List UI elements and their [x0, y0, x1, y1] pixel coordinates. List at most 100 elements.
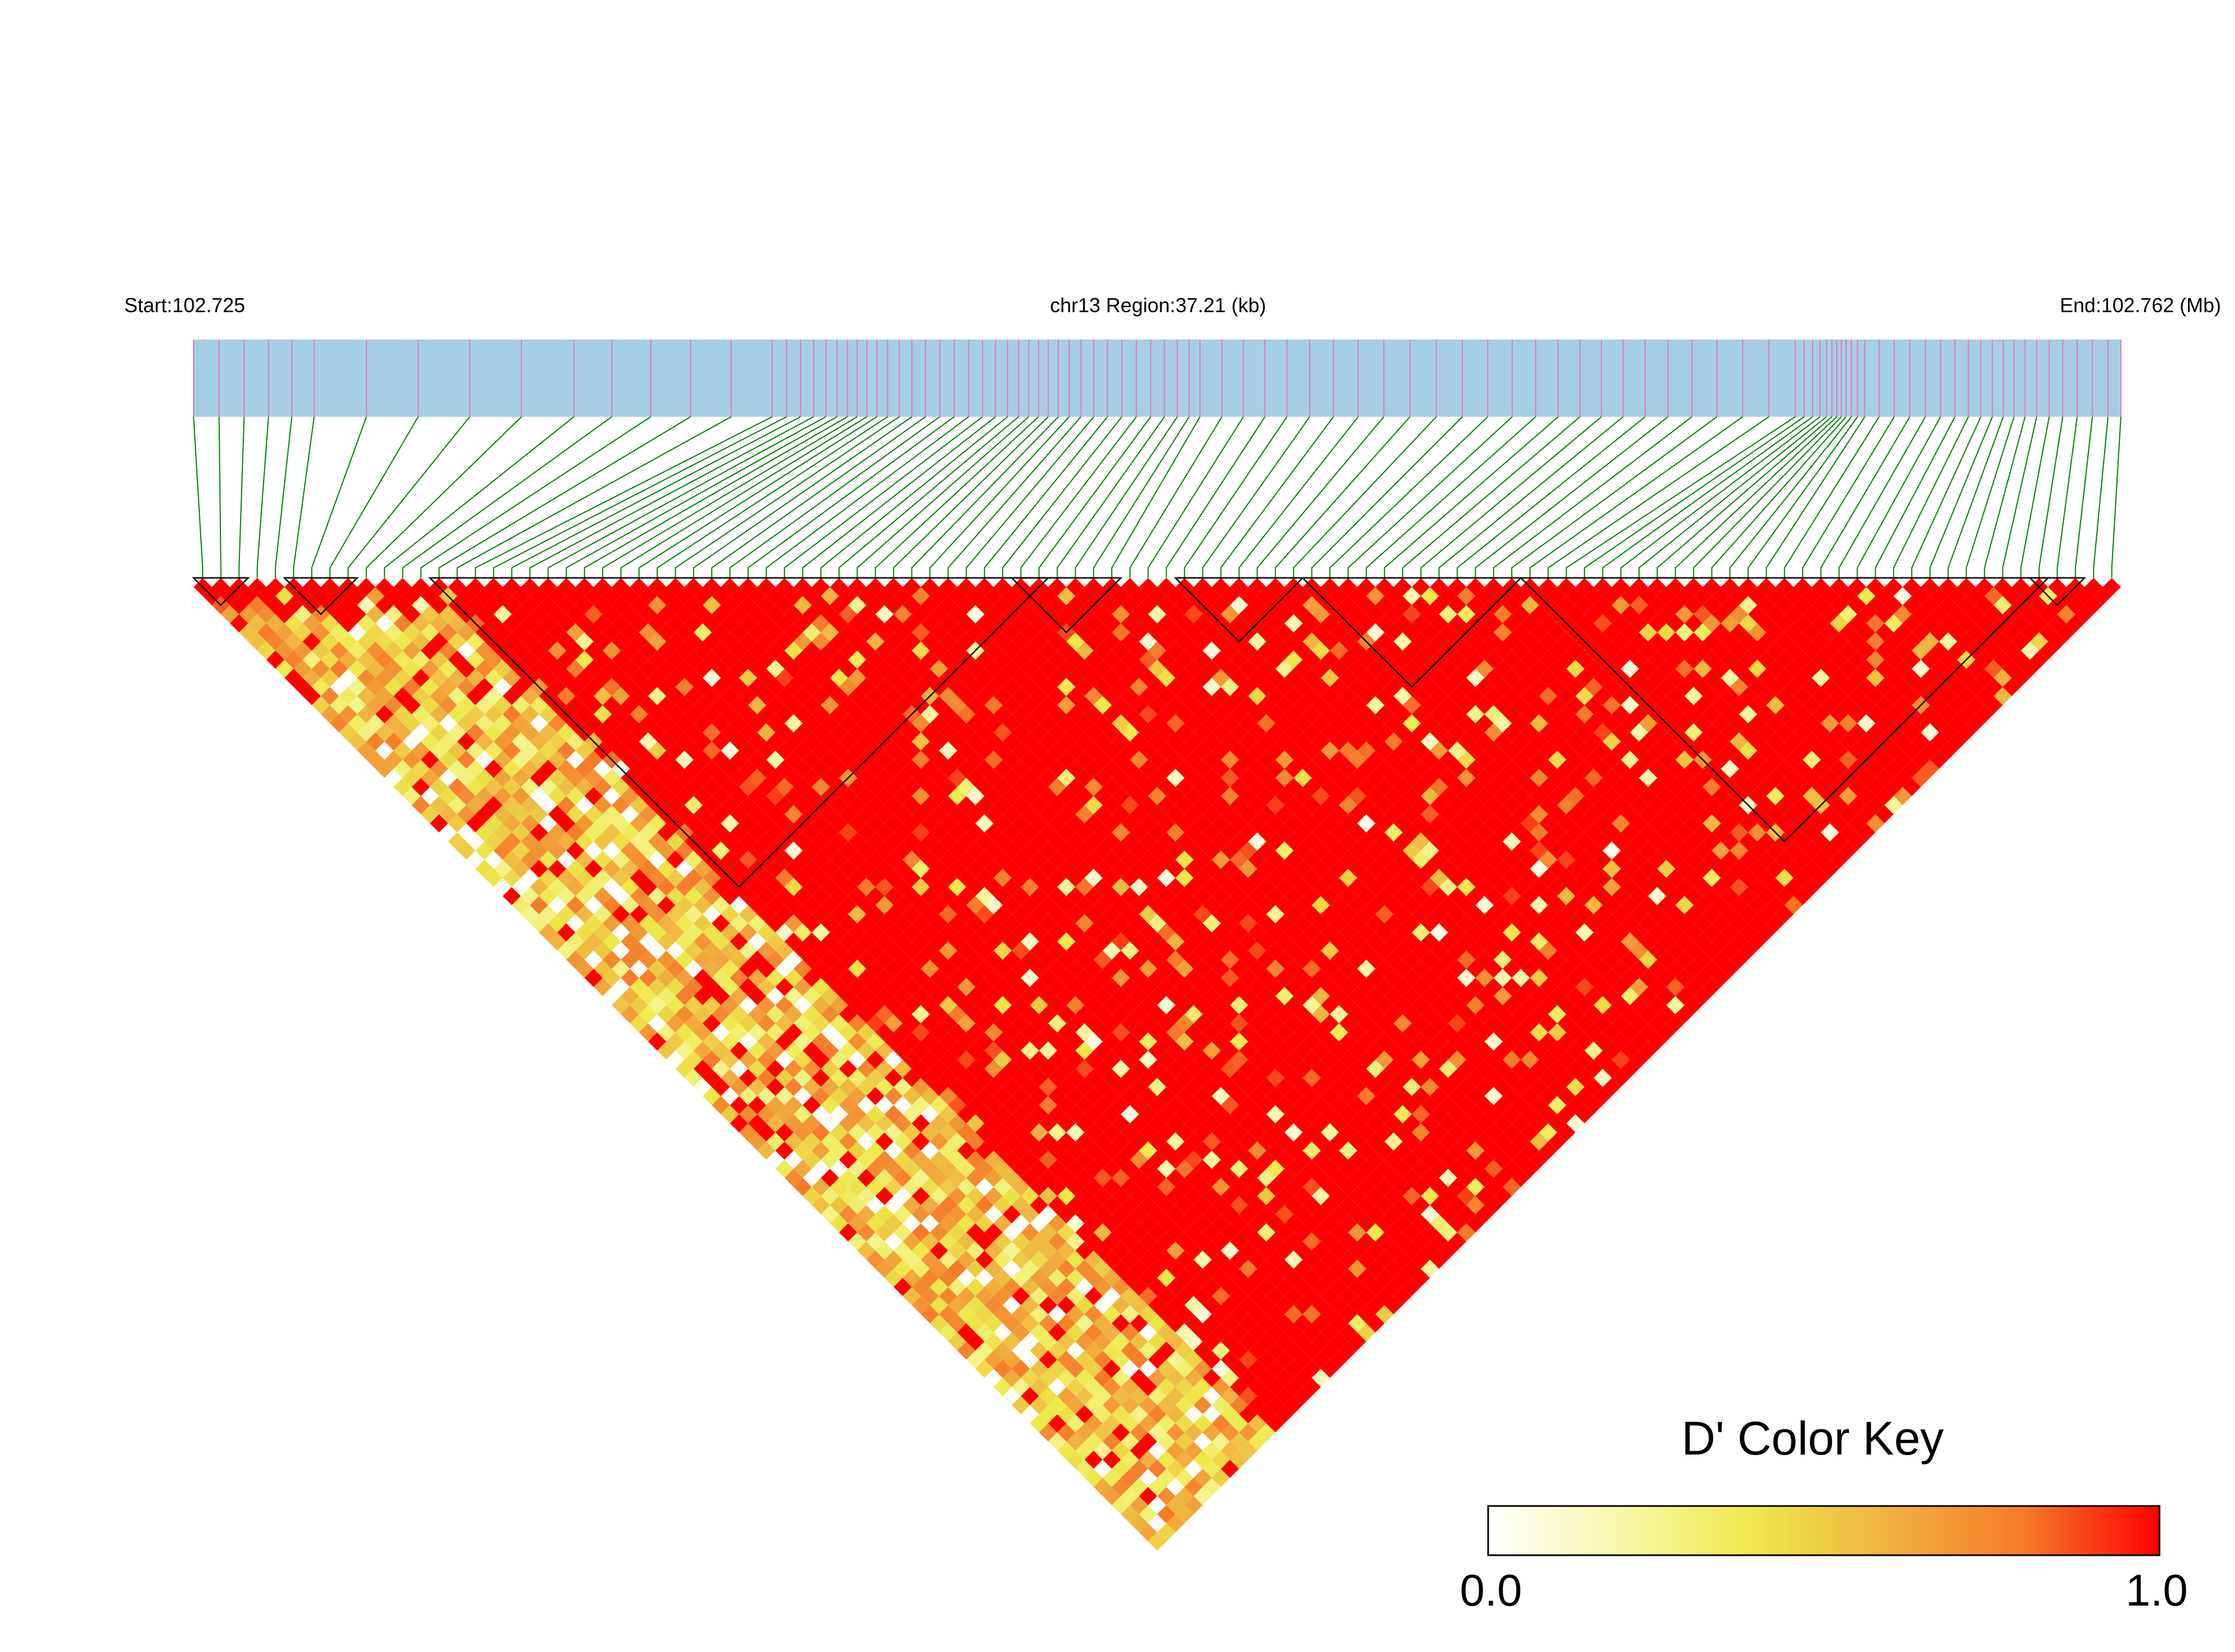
- snp-connector: [911, 416, 1059, 578]
- snp-connector: [1147, 416, 1244, 578]
- region-label: chr13 Region:37.21 (kb): [1050, 294, 1266, 317]
- snp-connector: [193, 416, 204, 578]
- snp-connector: [1511, 416, 1718, 578]
- snp-connector: [1402, 416, 1580, 578]
- snp-connector: [1347, 416, 1513, 578]
- snp-connector: [1238, 416, 1359, 578]
- snp-connector: [820, 416, 1008, 578]
- snp-connector: [1493, 416, 1692, 578]
- snp-connector: [711, 416, 926, 578]
- snp-connector: [1947, 416, 2004, 578]
- snp-connector: [1802, 416, 1895, 578]
- snp-connector: [420, 416, 651, 578]
- snp-connector: [729, 416, 940, 578]
- snp-connector: [474, 416, 773, 578]
- snp-connector: [1056, 416, 1165, 578]
- snp-connector: [1693, 416, 1842, 578]
- snp-connector: [256, 416, 269, 578]
- snp-connector: [511, 416, 801, 578]
- snp-connector: [1438, 416, 1624, 578]
- snp-connector: [275, 416, 293, 578]
- snp-connector: [1038, 416, 1151, 578]
- snp-connector: [1729, 416, 1852, 578]
- snp-connector: [1638, 416, 1827, 578]
- snp-connector: [784, 416, 983, 578]
- snp-connector: [1911, 416, 1982, 578]
- snp-connectors: [193, 416, 2121, 578]
- snp-connector: [1674, 416, 1837, 578]
- snp-connector: [1747, 416, 1858, 578]
- snp-connector: [1220, 416, 1334, 578]
- snp-connector: [1093, 416, 1190, 578]
- snp-connector: [802, 416, 996, 578]
- snp-connector: [1820, 416, 1911, 578]
- snp-connector: [493, 416, 787, 578]
- snp-connector: [947, 416, 1081, 578]
- snp-connector: [1075, 416, 1178, 578]
- snp-connector: [1456, 416, 1646, 578]
- snp-connector: [1420, 416, 1602, 578]
- snp-connector: [2093, 416, 2109, 578]
- snp-connector: [2002, 416, 2038, 578]
- snp-connector: [857, 416, 1029, 578]
- snp-connector: [457, 416, 732, 578]
- snp-connector: [566, 416, 837, 578]
- snp-connector: [1475, 416, 1669, 578]
- snp-connector: [1565, 416, 1796, 578]
- snp-connector: [656, 416, 888, 578]
- snp-connector: [2111, 416, 2121, 578]
- snp-connector: [2038, 416, 2064, 578]
- ld-cells: [194, 578, 2121, 1551]
- snp-connector: [1657, 416, 1833, 578]
- snp-connector: [1929, 416, 1993, 578]
- snp-connector: [747, 416, 955, 578]
- snp-connector: [293, 416, 315, 578]
- snp-connector: [1984, 416, 2026, 578]
- snp-connector: [584, 416, 848, 578]
- snp-connector: [620, 416, 868, 578]
- snp-ticks: [193, 340, 2121, 417]
- snp-connector: [693, 416, 912, 578]
- snp-connector: [1965, 416, 2015, 578]
- snp-connector: [438, 416, 691, 578]
- snp-connector: [1384, 416, 1559, 578]
- snp-connector: [1584, 416, 1805, 578]
- snp-connector: [838, 416, 1019, 578]
- snp-connector: [1311, 416, 1463, 578]
- gene-track: [194, 340, 2121, 417]
- snp-connector: [1184, 416, 1288, 578]
- snp-connector: [602, 416, 858, 578]
- snp-connector: [1875, 416, 1956, 578]
- snp-connector: [929, 416, 1070, 578]
- snp-connector: [1784, 416, 1880, 578]
- snp-connector: [1711, 416, 1847, 578]
- snp-connector: [966, 416, 1094, 578]
- snp-connector: [765, 416, 970, 578]
- snp-connector: [347, 416, 470, 578]
- snp-connector: [2057, 416, 2078, 578]
- snp-connector: [238, 416, 245, 578]
- snp-connector: [1366, 416, 1536, 578]
- snp-connector: [1111, 416, 1201, 578]
- snp-connector: [1129, 416, 1222, 578]
- snp-connector: [1257, 416, 1385, 578]
- snp-connector: [529, 416, 814, 578]
- snp-connector: [1893, 416, 1969, 578]
- snp-connector: [675, 416, 900, 578]
- snp-connector: [2020, 416, 2050, 578]
- snp-connector: [1620, 416, 1820, 578]
- end-label: End:102.762 (Mb): [2060, 294, 2221, 317]
- snp-connector: [1856, 416, 1941, 578]
- snp-connector: [218, 416, 222, 578]
- snp-connector: [547, 416, 826, 578]
- snp-connector: [1165, 416, 1265, 578]
- snp-connector: [1529, 416, 1743, 578]
- snp-connector: [638, 416, 877, 578]
- snp-connector: [384, 416, 575, 578]
- snp-connector: [402, 416, 613, 578]
- start-label: Start:102.725: [124, 294, 245, 317]
- snp-connector: [311, 416, 367, 578]
- snp-connector: [1274, 416, 1411, 578]
- snp-connector: [1020, 416, 1137, 578]
